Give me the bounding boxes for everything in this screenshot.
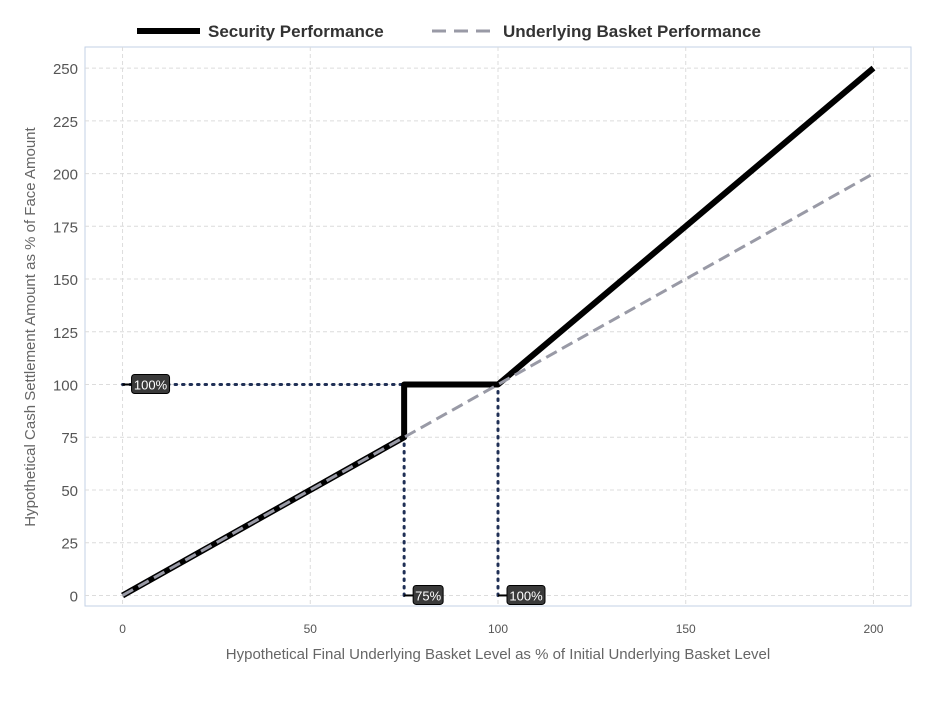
annotation-box — [412, 584, 444, 605]
legend-label-underlying-basket-performance: Underlying Basket Performance — [503, 22, 761, 41]
x-tick-label: 150 — [676, 622, 696, 636]
y-tick-label: 100 — [53, 378, 78, 395]
annotation-label: 100% — [509, 588, 543, 603]
y-tick-label: 125 — [53, 325, 78, 342]
annotation-box — [131, 374, 171, 395]
legend: Security Performance Underlying Basket P… — [137, 22, 761, 41]
x-tick-label: 200 — [863, 622, 883, 636]
x-tick-label: 100 — [488, 622, 508, 636]
annotations: 100% 75% 100% — [122, 374, 546, 605]
x-tick-label: 50 — [304, 622, 318, 636]
y-tick-label: 0 — [70, 588, 78, 605]
legend-label-security-performance: Security Performance — [208, 22, 384, 41]
y-tick-label: 50 — [61, 483, 78, 500]
annotation-label: 75% — [415, 588, 441, 603]
y-tick-label: 250 — [53, 61, 78, 78]
y-tick-label: 225 — [53, 114, 78, 131]
grid — [85, 47, 911, 606]
y-tick-label: 150 — [53, 272, 78, 289]
y-tick-label: 25 — [61, 536, 78, 553]
annotation-box — [506, 584, 546, 605]
annotation-label: 100% — [134, 378, 168, 393]
x-tick-label: 0 — [119, 622, 126, 636]
y-axis-title: Hypothetical Cash Settlement Amount as %… — [22, 126, 39, 526]
plot-frame — [84, 46, 912, 607]
reference-lines — [121, 383, 500, 597]
series-line-security-performance — [121, 65, 876, 599]
y-tick-label: 200 — [53, 167, 78, 184]
y-tick-label: 75 — [61, 430, 78, 447]
tick-labels: 0 25 50 75 100 125 150 175 200 225 250 0 50 100 150 200 — [53, 61, 884, 636]
y-tick-label: 175 — [53, 219, 78, 236]
series-layer — [121, 65, 876, 599]
x-axis-title: Hypothetical Final Underlying Basket Lev… — [226, 646, 770, 663]
